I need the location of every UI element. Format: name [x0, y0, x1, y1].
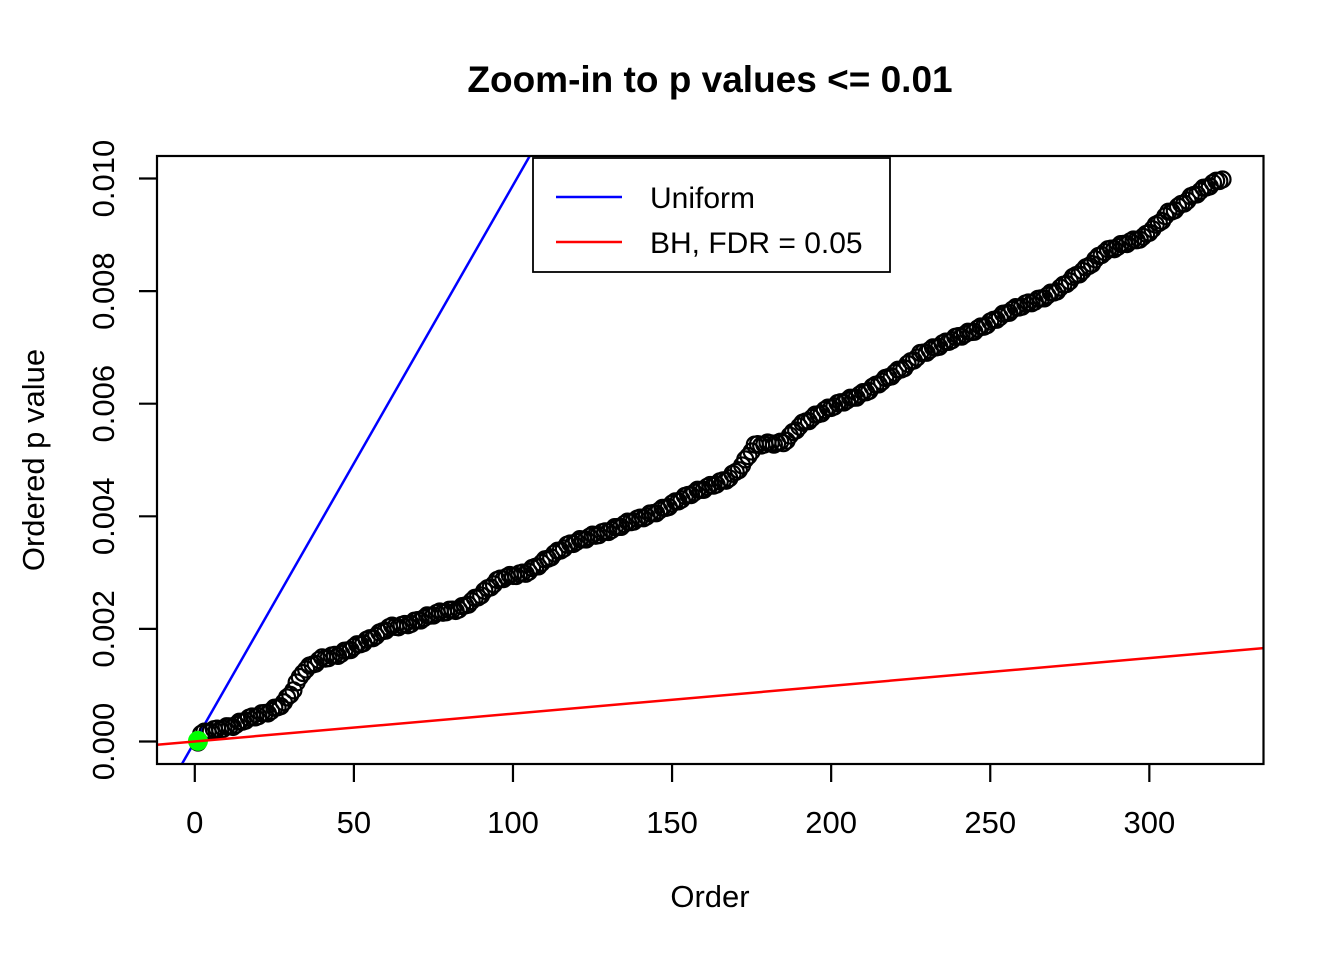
x-axis-tick-label: 300: [1123, 805, 1175, 840]
data-point: [580, 527, 599, 546]
x-axis-tick-label: 200: [805, 805, 857, 840]
data-point: [1121, 232, 1140, 251]
bh-threshold-line: [157, 646, 1264, 747]
data-point: [468, 588, 488, 607]
data-point: [1152, 211, 1172, 231]
x-axis-tick-label: 50: [337, 805, 371, 840]
y-axis-tick-label: 0.000: [86, 703, 121, 781]
data-point: [1079, 256, 1098, 276]
data-point: [977, 316, 997, 335]
y-axis-title: Ordered p value: [16, 349, 51, 571]
plot-border-box: [155, 154, 1265, 766]
chart-title: Zoom-in to p values <= 0.01: [467, 59, 952, 100]
y-axis-tick-label: 0.004: [86, 478, 121, 556]
x-axis-tick-label: 100: [487, 805, 539, 840]
uniform-reference-line: [180, 156, 532, 764]
legend-entry-label: BH, FDR = 0.05: [650, 227, 863, 260]
y-axis-tick-label: 0.008: [86, 252, 121, 330]
x-axis-tick-label: 250: [964, 805, 1016, 840]
x-axis-tick-label: 0: [186, 805, 203, 840]
x-axis-tick-label: 150: [646, 805, 698, 840]
y-axis-tick-label: 0.002: [86, 590, 121, 668]
y-axis-tick-label: 0.010: [86, 140, 121, 218]
legend-box: [532, 157, 891, 273]
data-point: [1213, 170, 1232, 189]
data-point: [1178, 191, 1197, 210]
y-axis-tick-label: 0.006: [86, 365, 121, 443]
data-point: [309, 650, 328, 670]
legend-entry-label: Uniform: [650, 182, 755, 215]
x-axis-title: Order: [670, 879, 749, 914]
data-point: [860, 381, 879, 401]
